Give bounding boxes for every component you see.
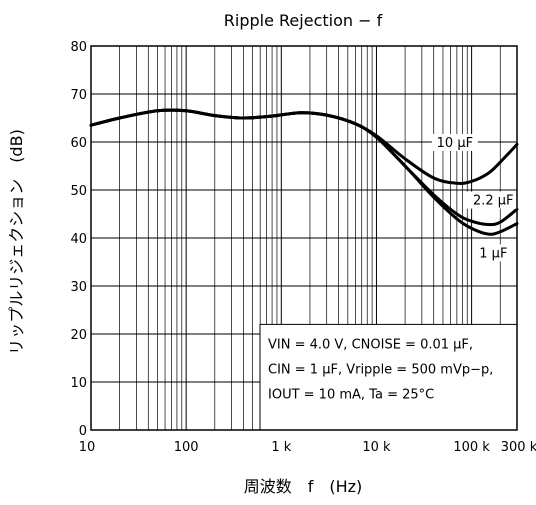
x-tick-label: 10 k [362, 440, 391, 455]
x-tick-label: 100 [174, 440, 199, 455]
conditions-text: CIN = 1 μF, Vripple = 500 mVp−p, [268, 362, 493, 377]
y-tick-label: 0 [79, 424, 87, 439]
x-axis-ticks: 10 100 1 k 10 k 100 k 300 k [79, 440, 536, 455]
conditions-text: IOUT = 10 mA, Ta = 25°C [268, 387, 434, 402]
x-tick-label: 100 k [453, 440, 490, 455]
series-line-2 [89, 108, 519, 227]
x-tick-label: 300 k [501, 440, 536, 455]
x-tick-label: 10 [79, 440, 96, 455]
series-label-bg [466, 191, 521, 209]
plot-frame [90, 45, 518, 431]
series-labels: 10 μF 2.2 μF 1 μF [431, 134, 521, 262]
y-tick-label: 80 [70, 40, 87, 55]
y-tick-label: 60 [70, 136, 87, 151]
series-label-bg [431, 134, 478, 151]
series-label: 1 μF [479, 246, 507, 261]
y-tick-label: 10 [70, 376, 87, 391]
y-tick-label: 70 [70, 88, 87, 103]
y-tick-label: 40 [70, 232, 87, 247]
conditions-box: VIN = 4.0 V, CNOISE = 0.01 μF, CIN = 1 μF… [259, 323, 518, 431]
series-layer [89, 108, 519, 236]
series-label: 10 μF [437, 136, 473, 151]
series-line-3 [89, 108, 519, 236]
y-tick-label: 30 [70, 280, 87, 295]
conditions-box-frame [259, 323, 518, 431]
y-tick-label: 50 [70, 184, 87, 199]
y-axis-label: リップルリジェクション (dB) [7, 129, 26, 355]
series-label-bg [474, 244, 513, 262]
series-label: 2.2 μF [473, 194, 514, 209]
y-tick-label: 20 [70, 328, 87, 343]
y-axis-ticks: 0 10 20 30 40 50 60 70 80 [70, 40, 87, 439]
x-tick-label: 1 k [271, 440, 291, 455]
chart-title: Ripple Rejection − f [224, 11, 383, 30]
conditions-text: VIN = 4.0 V, CNOISE = 0.01 μF, [268, 337, 473, 352]
x-axis-label: 周波数 f (Hz) [244, 477, 363, 496]
